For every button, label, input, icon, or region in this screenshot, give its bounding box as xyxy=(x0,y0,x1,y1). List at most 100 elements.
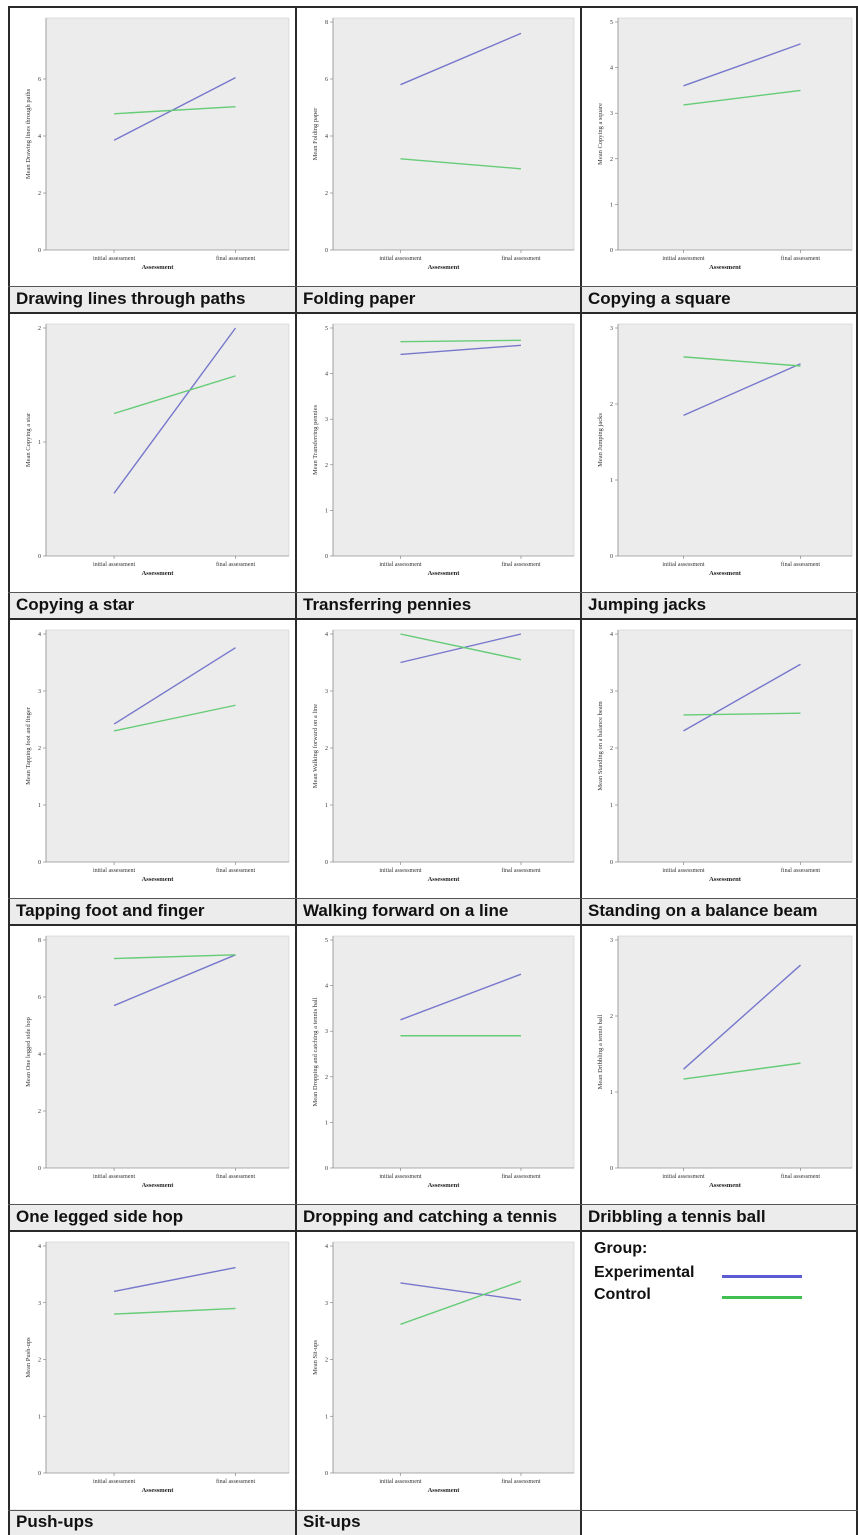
y-tick-label: 5 xyxy=(325,326,328,332)
x-axis-title: Assessment xyxy=(709,264,742,271)
x-tick-label: final assessment xyxy=(781,1173,820,1180)
y-tick-label: 0 xyxy=(325,860,328,866)
series-line-control xyxy=(400,158,522,170)
plot-area xyxy=(45,935,290,1169)
panel-caption: One legged side hop xyxy=(10,1204,295,1230)
y-tick-label: 3 xyxy=(325,1029,328,1035)
y-tick-label: 1 xyxy=(325,1120,328,1126)
x-axis-title: Assessment xyxy=(709,1182,742,1189)
y-tick-label: 3 xyxy=(325,1301,328,1307)
legend-title: Group: xyxy=(594,1240,648,1257)
x-tick-label: final assessment xyxy=(501,1173,540,1180)
x-axis-title: Assessment xyxy=(428,264,461,271)
y-tick-label: 1 xyxy=(610,803,613,809)
plot-area xyxy=(332,17,575,251)
plot-area xyxy=(617,629,853,863)
line-chart: 0 1 2 3 4 initial assessment final assessment A… xyxy=(597,629,853,883)
y-tick-label: 6 xyxy=(38,77,41,83)
x-axis-title: Assessment xyxy=(142,570,175,577)
x-tick-label: initial assessment xyxy=(379,562,421,568)
grid-row-divider xyxy=(8,312,858,314)
series-line-experimental xyxy=(400,633,522,664)
y-tick-label: 2 xyxy=(38,1358,41,1364)
chart-panel: 0 2 4 6 initial assessment final assessment As… xyxy=(10,6,295,312)
x-axis-title: Assessment xyxy=(428,1182,461,1189)
y-tick-label: 0 xyxy=(610,248,613,254)
x-axis-title: Assessment xyxy=(142,1487,175,1494)
x-tick-label: initial assessment xyxy=(93,1174,135,1180)
y-tick-label: 4 xyxy=(325,632,328,638)
chart-panel: 0 1 2 3 4 initial assessment final assessment A… xyxy=(10,1230,295,1535)
y-tick-label: 0 xyxy=(38,860,41,866)
legend-label-control: Control xyxy=(594,1286,651,1303)
y-tick-label: 2 xyxy=(610,746,613,752)
series-line-experimental xyxy=(113,954,236,1007)
y-tick-label: 0 xyxy=(38,1471,41,1477)
y-axis-title: Mean Dribbling a tennis ball xyxy=(597,1014,604,1089)
y-tick-label: 4 xyxy=(38,1244,41,1250)
x-tick-label: initial assessment xyxy=(93,1479,135,1485)
panel-caption: Sit-ups xyxy=(297,1509,580,1535)
x-axis-title: Assessment xyxy=(428,876,461,883)
y-tick-label: 3 xyxy=(38,689,41,695)
x-tick-label: final assessment xyxy=(216,561,255,568)
chart-grid: 0 2 4 6 initial assessment final assessment As… xyxy=(8,6,858,1535)
grid-row-divider xyxy=(8,924,858,926)
y-tick-label: 0 xyxy=(325,554,328,560)
grid-row-divider xyxy=(8,592,858,593)
panel-caption: Copying a square xyxy=(582,286,858,312)
chart-panel: 0 1 2 3 initial assessment final assessment As… xyxy=(582,312,858,618)
line-chart: 0 1 2 3 initial assessment final assessment As… xyxy=(597,323,853,577)
grid-row-divider xyxy=(8,1510,858,1511)
series-line-control xyxy=(400,633,522,661)
x-tick-label: initial assessment xyxy=(379,1174,421,1180)
series-line-experimental xyxy=(683,964,801,1070)
line-chart: 0 1 2 initial assessment final assessment Ass… xyxy=(25,323,290,577)
y-tick-label: 2 xyxy=(610,402,613,408)
x-tick-label: initial assessment xyxy=(93,868,135,874)
grid-row-divider xyxy=(8,1230,858,1232)
y-axis-title: Mean Transferring pennies xyxy=(312,405,319,476)
line-chart: 0 1 2 3 4 initial assessment final assessment A… xyxy=(25,1241,290,1494)
series-line-experimental xyxy=(113,76,236,141)
x-tick-label: final assessment xyxy=(216,1478,255,1485)
chart-panel: 0 1 2 3 4 5 initial assessment final assessment… xyxy=(297,924,580,1230)
y-tick-label: 2 xyxy=(325,463,328,469)
series-line-experimental xyxy=(113,327,237,494)
y-tick-label: 0 xyxy=(325,1166,328,1172)
x-tick-label: final assessment xyxy=(216,1173,255,1180)
y-axis-title: Mean Folding paper xyxy=(312,107,319,161)
series-line-control xyxy=(113,704,236,732)
legend-swatch-experimental xyxy=(722,1275,802,1278)
y-tick-label: 3 xyxy=(325,417,328,423)
x-axis-title: Assessment xyxy=(428,1487,461,1494)
panel-caption: Drawing lines through paths xyxy=(10,286,295,312)
y-tick-label: 2 xyxy=(610,1014,613,1020)
y-tick-label: 0 xyxy=(610,1166,613,1172)
y-tick-label: 1 xyxy=(325,803,328,809)
y-axis-title: Mean Dropping and catching a tennis ball xyxy=(312,997,319,1106)
y-axis-title: Mean Drawing lines through paths xyxy=(25,88,32,179)
series-line-control xyxy=(683,89,801,106)
grid-column-divider xyxy=(295,6,297,1535)
grid-row-divider xyxy=(8,898,858,899)
chart-panel: 0 1 2 3 initial assessment final assessment As… xyxy=(582,924,858,1230)
y-tick-label: 6 xyxy=(38,995,41,1001)
y-axis-title: Mean Copying a star xyxy=(25,412,32,467)
line-chart: 0 1 2 3 4 initial assessment final assessment A… xyxy=(25,629,290,883)
y-tick-label: 0 xyxy=(38,248,41,254)
legend-swatch-control xyxy=(722,1296,802,1299)
y-tick-label: 6 xyxy=(325,77,328,83)
y-axis-title: Mean Copying a square xyxy=(597,103,604,165)
x-tick-label: final assessment xyxy=(501,255,540,262)
y-tick-label: 4 xyxy=(325,134,328,140)
x-tick-label: initial assessment xyxy=(662,256,704,262)
y-tick-label: 1 xyxy=(38,440,41,446)
grid-row-divider xyxy=(8,6,858,8)
series-line-experimental xyxy=(683,43,801,87)
line-chart: 0 1 2 3 4 5 initial assessment final assessment… xyxy=(312,935,575,1189)
y-tick-label: 4 xyxy=(325,1244,328,1250)
series-line-experimental xyxy=(400,32,522,86)
grid-column-divider xyxy=(580,6,582,1535)
series-line-experimental xyxy=(113,647,236,725)
